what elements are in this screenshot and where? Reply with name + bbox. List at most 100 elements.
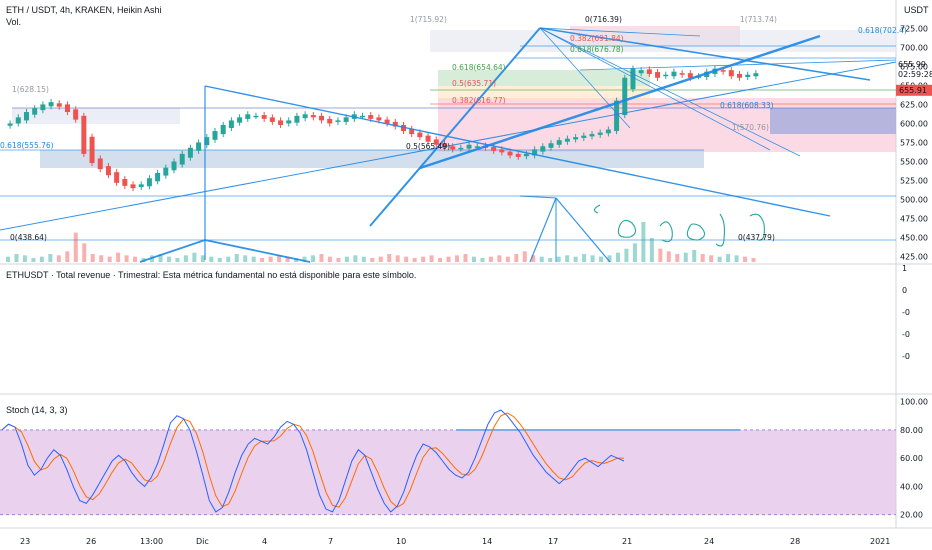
volume-bar	[116, 252, 121, 262]
time-tick-label: 14	[482, 537, 492, 546]
candle-body	[523, 153, 529, 157]
time-tick-label: 21	[622, 537, 632, 546]
stoch-band	[0, 429, 896, 515]
candle-body	[335, 120, 341, 122]
price-tick-label: 725.00	[900, 24, 928, 33]
candle-body	[310, 115, 316, 118]
candle-body	[237, 117, 243, 123]
stoch-label[interactable]: Stoch (14, 3, 3)	[6, 405, 68, 415]
price-tick-label: 425.00	[900, 253, 928, 262]
candle-body	[138, 184, 144, 188]
volume-bar	[260, 258, 265, 262]
candle-body	[507, 151, 513, 156]
stoch-tick-label: 20.00	[900, 511, 923, 520]
candle-body	[294, 115, 300, 123]
candle-body	[376, 117, 382, 121]
candle-body	[114, 172, 120, 183]
candle-body	[23, 112, 29, 121]
price-tick-label: 525.00	[900, 177, 928, 186]
candle-body	[646, 69, 652, 74]
volume-bar	[268, 256, 273, 262]
volume-bar	[692, 250, 697, 262]
fib-zone	[770, 108, 896, 134]
trend-line	[539, 27, 871, 81]
price-tick-label: 450.00	[900, 234, 928, 243]
volume-bar	[39, 256, 44, 262]
candle-body	[441, 143, 447, 148]
fib-zone	[438, 70, 650, 86]
volume-bar	[717, 256, 722, 262]
fib-label: 1(713.74)	[740, 15, 777, 24]
volume-bar	[573, 256, 578, 262]
time-tick-label: 24	[704, 537, 714, 546]
fib-label: 0(716.39)	[585, 15, 622, 24]
candle-body	[163, 167, 169, 176]
volume-bar	[412, 258, 417, 262]
candle-body	[605, 129, 611, 134]
volume-bar	[243, 255, 248, 262]
volume-bar	[666, 251, 671, 262]
price-tick-label: 675.00	[900, 62, 928, 71]
candle-body	[556, 140, 562, 145]
time-tick-label: 13:00	[140, 537, 163, 546]
trend-line	[529, 197, 557, 263]
candle-body	[302, 114, 308, 119]
time-tick-label: 7	[328, 537, 333, 546]
volume-bar	[251, 256, 256, 262]
time-tick-label: 17	[548, 537, 558, 546]
volume-bar	[641, 222, 646, 262]
volume-bar	[234, 254, 239, 262]
revenue-tick-label: 0	[902, 286, 907, 295]
candle-body	[392, 121, 398, 127]
trend-line	[579, 59, 897, 71]
price-tick-label: 625.00	[900, 100, 928, 109]
candle-body	[130, 184, 136, 189]
stoch-tick-label: 40.00	[900, 482, 923, 491]
volume-bar	[387, 254, 392, 262]
candle-body	[196, 142, 202, 151]
candle-body	[458, 147, 464, 150]
candle-body	[425, 135, 431, 142]
volume-bar	[488, 256, 493, 262]
fib-zone	[438, 86, 650, 100]
current-price-tag	[896, 84, 932, 96]
candle-body	[564, 138, 570, 142]
volume-bar	[649, 238, 654, 262]
candle-body	[400, 124, 406, 132]
candle-body	[630, 68, 636, 90]
candle-body	[146, 178, 152, 187]
candle-body	[728, 70, 734, 77]
revenue-pane-text: ETHUSDT · Total revenue · Trimestral: Es…	[6, 270, 417, 280]
countdown-timer: 02:59:28	[898, 70, 932, 79]
candle-body	[48, 102, 54, 107]
volume-label[interactable]: Vol.	[6, 17, 22, 27]
candle-body	[360, 115, 366, 118]
volume-bar	[599, 256, 604, 262]
candle-body	[597, 132, 603, 135]
candle-body	[64, 104, 70, 113]
candle-body	[589, 134, 595, 137]
volume-bar	[421, 256, 426, 262]
currency-label[interactable]: USDT	[904, 5, 929, 15]
trend-line	[204, 85, 831, 217]
candle-body	[228, 120, 234, 129]
fib-label: 0.382(616.77)	[452, 96, 506, 105]
volume-bar	[361, 256, 366, 262]
candle-body	[540, 146, 546, 152]
symbol-title[interactable]: ETH / USDT, 4h, KRAKEN, Heikin Ashi	[6, 5, 162, 15]
volume-bar	[73, 232, 78, 262]
trend-line	[539, 27, 801, 157]
volume-bar	[582, 254, 587, 262]
candle-body	[220, 124, 226, 135]
candle-body	[81, 115, 87, 154]
trend-line	[139, 239, 206, 263]
stoch-tick-label: 100.00	[900, 398, 928, 407]
candle-body	[40, 104, 46, 111]
candle-body	[368, 115, 374, 119]
fib-label: 0(437.79)	[738, 233, 775, 242]
candle-body	[532, 149, 538, 156]
fib-label: 0.618(555.76)	[0, 141, 54, 150]
candle-body	[450, 146, 456, 150]
